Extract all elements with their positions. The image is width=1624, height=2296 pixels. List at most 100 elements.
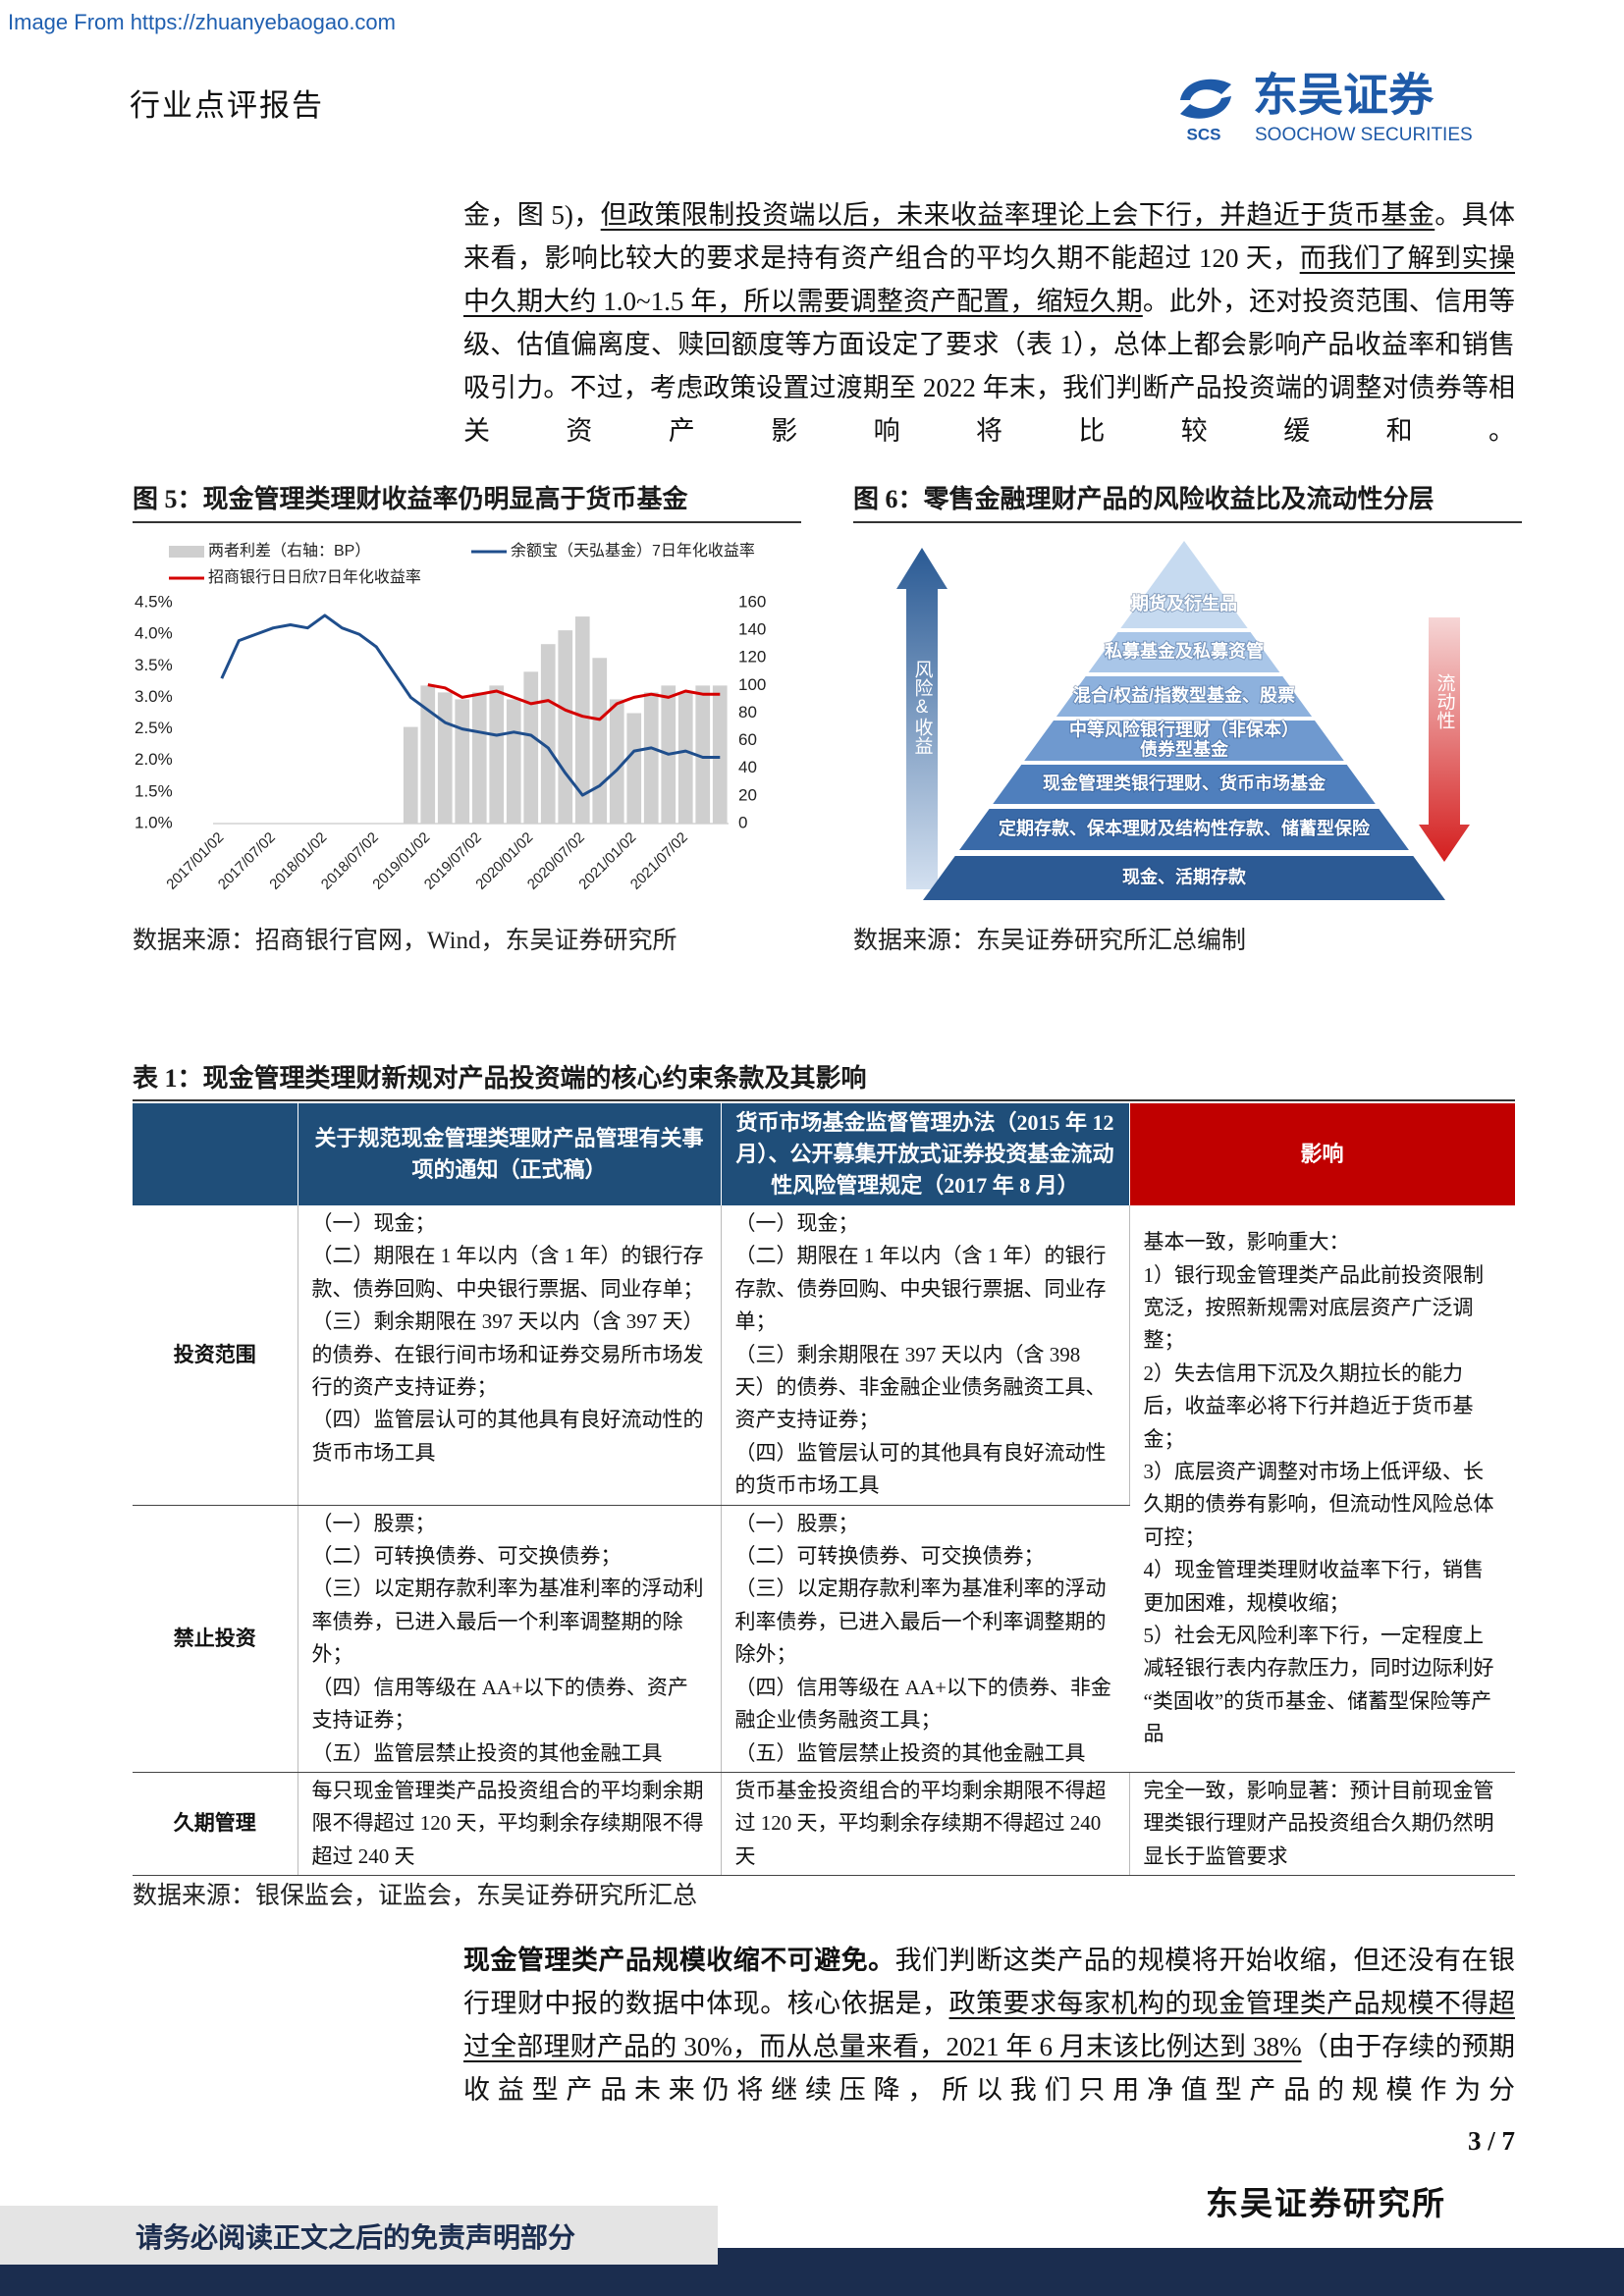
- y-tick-label: 3.5%: [135, 656, 173, 674]
- layer-label: 私募基金及私募资管: [1105, 640, 1264, 661]
- cell-line: （三）剩余期限在 397 天以内（含 398 天）的债券、非金融企业债务融资工具…: [734, 1342, 1107, 1432]
- bar: [471, 692, 487, 824]
- pyramid-layer: [1088, 632, 1280, 672]
- page-number: 3 / 7: [1467, 2126, 1515, 2156]
- y2-tick-label: 20: [738, 785, 757, 804]
- table-cell: 每只现金管理类产品投资组合的平均剩余期限不得超过 120 天，平均剩余存续期限不…: [298, 1772, 722, 1877]
- paragraph: 现金管理类产品规模收缩不可避免。我们判断这类产品的规模将开始收缩，但还没有在银行…: [463, 1939, 1515, 2111]
- cell-line: （一）现金；: [734, 1211, 859, 1235]
- cell-line: 5）社会无风险利率下行，一定程度上减轻银行表内存款压力，同时边际利好“类固收”的…: [1143, 1624, 1494, 1746]
- layer-label: 债券型基金: [1140, 738, 1229, 759]
- text-run: 但政策限制投资端以后，未来收益率理论上会下行，并趋近于货币基金: [600, 200, 1435, 230]
- table-cell: 货币基金投资组合的平均剩余期限不得超过 120 天，平均剩余存续期不得超过 24…: [721, 1772, 1130, 1877]
- footer-band: [718, 2248, 1624, 2265]
- figure-title: 图 5：现金管理类理财收益率仍明显高于货币基金: [133, 485, 688, 513]
- bar: [609, 699, 624, 824]
- source-note: Image From https://zhuanyebaogao.com: [8, 10, 396, 34]
- layer-label: 中等风险银行理财（非保本）: [1069, 719, 1299, 739]
- table-cell: （一）股票； （二）可转换债券、可交换债券； （三）以定期存款利率为基准利率的浮动利…: [721, 1505, 1129, 1773]
- y-tick-label: 2.5%: [135, 719, 173, 737]
- cell-line: （四）信用等级在 AA+以下的债券、资产支持证券；: [311, 1675, 688, 1733]
- table-source: 数据来源：银保监会，证监会，东吴证券研究所汇总: [133, 1883, 698, 1909]
- cell-line: （二）可转换债券、可交换债券；: [734, 1544, 1045, 1569]
- y-tick-label: 4.0%: [135, 624, 173, 643]
- text-run: 。具体来看，影响比较大的要求是持有资产组合的平均久期不能超过 120 天，: [463, 200, 1516, 273]
- arrow-label: 风险&收益: [912, 660, 934, 755]
- pyramid-diagram: 风险&收益 流动性 期货及衍生品私募基金及私募资管混合/权益/指数型基金、股票中…: [896, 541, 1470, 900]
- footer-institute: 东吴证券研究所: [1206, 2187, 1446, 2222]
- bar: [574, 616, 590, 824]
- y2-tick-label: 60: [738, 730, 757, 749]
- cell-line: （二）期限在 1 年以内（含 1 年）的银行存款、债券回购、中央银行票据、同业存…: [311, 1244, 704, 1301]
- layer-label: 现金、活期存款: [1122, 866, 1247, 886]
- figure-source: 数据来源：东吴证券研究所汇总编制: [853, 928, 1247, 954]
- cell-line: （四）监管层认可的其他具有良好流动性的货币市场工具: [311, 1408, 704, 1465]
- header-cell: [133, 1103, 298, 1205]
- pyramid-layer: [1120, 541, 1248, 628]
- logo-icon: [1180, 79, 1231, 100]
- cell-line: （五）监管层禁止投资的其他金融工具: [734, 1740, 1086, 1765]
- text-run: 现金管理类产品规模收缩不可避免。: [463, 1946, 895, 1975]
- bar: [695, 685, 711, 824]
- line-series: [220, 614, 721, 797]
- text-run: （由于存续的预期收益型产品未来仍将继续压降，所以我们只用净值型产品的规模作为分: [463, 2032, 1516, 2105]
- pyramid-layer: [1024, 721, 1344, 761]
- cell-line: （一）现金；: [311, 1211, 436, 1235]
- cell-line: （三）以定期存款利率为基准利率的浮动利率债券，已进入最后一个利率调整期的除外；: [311, 1576, 704, 1667]
- table-cell: （一）股票； （二）可转换债券、可交换债券； （三）以定期存款利率为基准利率的浮动利…: [298, 1505, 722, 1773]
- cell-line: 完全一致，影响显著：预计目前现金管理类银行理财产品投资组合久期仍然明显长于监管要…: [1143, 1778, 1494, 1868]
- cell-line: （四）信用等级在 AA+以下的债券、非金融企业债务融资工具；: [734, 1675, 1111, 1733]
- cell-line: （二）期限在 1 年以内（含 1 年）的银行存款、债券回购、中央银行票据、同业存…: [734, 1244, 1107, 1334]
- footer-band: [0, 2265, 1624, 2296]
- cell-line: （五）监管层禁止投资的其他金融工具: [311, 1740, 663, 1765]
- header-cell: 关于规范现金管理类理财产品管理有关事项的通知（正式稿）: [298, 1103, 722, 1205]
- bar: [540, 644, 556, 824]
- y-tick-label: 3.0%: [135, 687, 173, 706]
- bar: [420, 685, 436, 824]
- bar: [403, 726, 418, 824]
- figure-source: 数据来源：招商银行官网，Wind，东吴证券研究所: [133, 928, 677, 954]
- table-row: 禁止投资 （一）股票； （二）可转换债券、可交换债券； （三）以定期存款利率为基准利率…: [133, 1505, 1515, 1773]
- logo: SCS 东吴证券 SOOCHOW SECURITIES: [1180, 71, 1473, 145]
- bar: [489, 685, 505, 824]
- table-cell: （一）现金； （二）期限在 1 年以内（含 1 年）的银行存款、债券回购、中央银行…: [721, 1205, 1130, 1506]
- text-run: 我们判断这类产品的规模将开始收缩，但还没有在银行理财中报的数据中体现。核心依据是…: [463, 1946, 1515, 2018]
- logo-icon: [1180, 96, 1231, 119]
- layer-label: 定期存款、保本理财及结构性存款、储蓄型保险: [999, 818, 1371, 838]
- cell-line: 2）失去信用下沉及久期拉长的能力后，收益率必将下行并趋近于货币基金；: [1143, 1361, 1474, 1451]
- y2-tick-label: 140: [738, 620, 766, 639]
- bar: [626, 713, 642, 824]
- pyramid-layer: [1056, 676, 1313, 717]
- pyramid-layer: [923, 856, 1445, 900]
- y2-tick-label: 80: [738, 703, 757, 721]
- figure-title: 图 6：零售金融理财产品的风险收益比及流动性分层: [853, 485, 1435, 513]
- logo-en: SOOCHOW SECURITIES: [1255, 125, 1473, 145]
- text-run: 。此外，还对投资范围、信用等级、估值偏离度、赎回额度等方面设定了要求（表 1），…: [463, 287, 1516, 446]
- y2-tick-label: 160: [738, 592, 766, 611]
- bar: [677, 692, 693, 824]
- legend-swatch: [169, 546, 204, 558]
- table-row: 投资范围 （一）现金； （二）期限在 1 年以内（含 1 年）的银行存款、债券回购、…: [133, 1205, 1515, 1773]
- bar: [523, 671, 539, 824]
- y2-tick-label: 40: [738, 758, 757, 776]
- y2-tick-label: 100: [738, 675, 766, 694]
- row-label: 禁止投资: [133, 1505, 298, 1773]
- cell-line: （一）股票；: [311, 1511, 436, 1535]
- risk-arrow: [896, 548, 947, 889]
- report-type: 行业点评报告: [130, 88, 324, 123]
- line-series: [427, 683, 721, 721]
- paragraph: 金，图 5)，但政策限制投资端以后，未来收益率理论上会下行，并趋近于货币基金。具…: [463, 193, 1515, 453]
- pyramid-layer: [959, 809, 1409, 850]
- cell-line: （三）剩余期限在 397 天以内（含 397 天）的债券、在银行间市场和证券交易…: [311, 1309, 704, 1400]
- text-run: 而我们了解到实操中久期大约 1.0~1.5 年，所以需要调整资产配置，缩短久期: [463, 243, 1516, 316]
- table-cell: （一）现金； （二）期限在 1 年以内（含 1 年）的银行存款、债券回购、中央银行…: [298, 1205, 722, 1506]
- impact-cell: 完全一致，影响显著：预计目前现金管理类银行理财产品投资组合久期仍然明显长于监管要…: [1129, 1772, 1515, 1877]
- text-run: 金，图 5)，: [463, 200, 601, 230]
- bar: [643, 692, 659, 824]
- cell-line: 货币基金投资组合的平均剩余期限不得超过 120 天，平均剩余存续期不得超过 24…: [734, 1778, 1107, 1868]
- logo-abbr: SCS: [1187, 125, 1221, 143]
- bar: [712, 685, 728, 824]
- header-cell: 影响: [1129, 1103, 1516, 1205]
- legend-label: 招商银行日日欣7日年化收益率: [208, 568, 421, 586]
